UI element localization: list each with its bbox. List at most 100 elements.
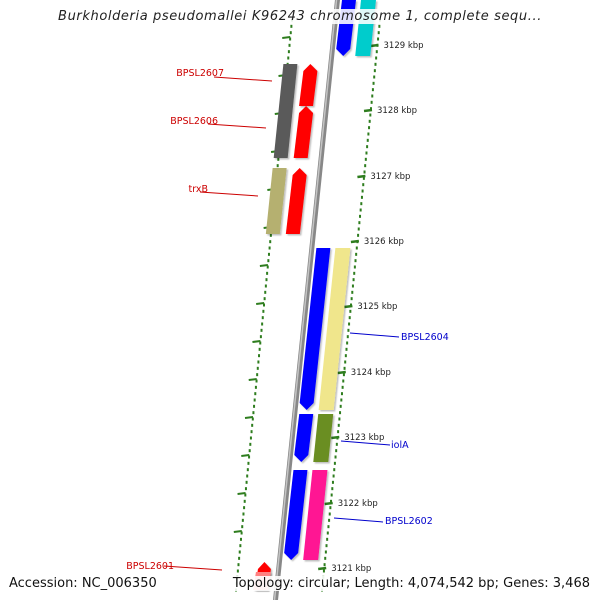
inner-dotted-ring	[254, 392, 257, 396]
inner-dotted-ring	[247, 461, 250, 465]
inner-dotted-ring	[277, 157, 280, 161]
inner-dotted-ring	[241, 525, 244, 529]
outer-dotted-ring	[357, 227, 360, 231]
outer-dotted-ring	[359, 214, 362, 218]
inner-dotted-ring	[236, 569, 239, 573]
outer-dotted-ring	[354, 259, 357, 263]
reverse-gene-leader-line	[333, 517, 384, 523]
reverse-gene-leader-line	[349, 332, 400, 338]
outer-dotted-ring	[351, 290, 354, 294]
inner-dotted-ring	[239, 544, 242, 548]
forward-gene-label[interactable]: BPSL2606	[170, 116, 218, 127]
inner-tick-mark	[282, 36, 291, 39]
inner-dotted-ring	[252, 411, 255, 415]
scale-tick-mark	[357, 174, 366, 179]
scale-tick-mark	[324, 501, 333, 506]
outer-dotted-ring	[326, 537, 329, 541]
accession-label: Accession: NC_006350	[9, 576, 157, 591]
inner-dotted-ring	[245, 480, 248, 484]
forward-gene-cog-block[interactable]	[279, 64, 298, 106]
outer-dotted-ring	[371, 94, 374, 98]
outer-dotted-ring	[346, 341, 349, 345]
outer-dotted-ring	[335, 442, 338, 446]
inner-dotted-ring	[290, 24, 293, 28]
inner-dotted-ring	[249, 442, 252, 446]
outer-dotted-ring	[373, 69, 376, 73]
outer-dotted-ring	[370, 100, 373, 104]
inner-tick-mark	[256, 302, 265, 305]
forward-gene-arrow[interactable]	[299, 64, 318, 106]
inner-dotted-ring	[240, 531, 243, 535]
outer-dotted-ring	[362, 183, 365, 187]
outer-dotted-ring	[368, 126, 371, 130]
inner-dotted-ring	[248, 449, 251, 453]
outer-dotted-ring	[378, 24, 381, 28]
reverse-gene-arrow[interactable]	[294, 414, 314, 462]
reverse-gene-label[interactable]: BPSL2604	[401, 332, 449, 343]
scale-tick-label: 3121 kbp	[331, 564, 371, 574]
outer-dotted-ring	[369, 113, 372, 117]
inner-dotted-ring	[276, 164, 279, 168]
outer-dotted-ring	[343, 366, 346, 370]
reverse-gene-cog-block[interactable]	[313, 414, 334, 462]
outer-dotted-ring	[324, 556, 327, 560]
outer-dotted-ring	[329, 506, 332, 510]
forward-gene-arrow[interactable]	[293, 106, 314, 158]
inner-dotted-ring	[241, 518, 244, 522]
inner-dotted-ring	[287, 50, 290, 54]
scale-tick-mark	[337, 370, 346, 375]
reverse-gene-cog-block[interactable]	[318, 248, 351, 410]
forward-gene-label[interactable]: trxB	[188, 184, 208, 195]
outer-dotted-ring	[364, 157, 367, 161]
forward-gene-cog-block[interactable]	[273, 106, 294, 158]
inner-dotted-ring	[262, 309, 265, 313]
outer-dotted-ring	[331, 487, 334, 491]
outer-dotted-ring	[333, 468, 336, 472]
outer-dotted-ring	[359, 208, 362, 212]
outer-dotted-ring	[369, 107, 372, 111]
outer-dotted-ring	[375, 56, 378, 60]
outer-dotted-ring	[368, 119, 371, 123]
forward-gene-label[interactable]: BPSL2601	[126, 561, 174, 572]
scale-tick-mark	[370, 43, 379, 48]
outer-dotted-ring	[360, 202, 363, 206]
forward-gene-leader-line	[163, 565, 223, 571]
forward-gene-leader-line	[213, 76, 273, 82]
outer-dotted-ring	[337, 423, 340, 427]
outer-dotted-ring	[339, 411, 342, 415]
outer-dotted-ring	[340, 392, 343, 396]
reverse-gene-cog-block[interactable]	[303, 470, 328, 560]
outer-dotted-ring	[342, 379, 345, 383]
reverse-gene-label[interactable]: BPSL2602	[385, 516, 433, 527]
scale-tick-label: 3127 kbp	[370, 172, 410, 182]
inner-dotted-ring	[238, 550, 241, 554]
backbone-line	[273, 0, 340, 600]
outer-dotted-ring	[349, 309, 352, 313]
scale-tick-mark	[363, 108, 373, 113]
inner-dotted-ring	[269, 233, 272, 237]
forward-gene-cog-block[interactable]	[265, 168, 287, 234]
scale-tick-label: 3123 kbp	[344, 433, 384, 443]
outer-dotted-ring	[345, 347, 348, 351]
reverse-gene-label[interactable]: iolA	[391, 440, 409, 451]
outer-dotted-ring	[358, 221, 361, 225]
reverse-gene-leader-line	[340, 440, 391, 446]
reverse-gene-arrow[interactable]	[284, 470, 308, 560]
inner-dotted-ring	[264, 290, 267, 294]
outer-dotted-ring	[351, 284, 354, 288]
inner-dotted-ring	[289, 37, 292, 41]
inner-tick-mark	[248, 378, 257, 381]
outer-dotted-ring	[353, 271, 356, 275]
outer-dotted-ring	[328, 512, 331, 516]
inner-dotted-ring	[259, 335, 262, 339]
outer-dotted-ring	[330, 493, 333, 497]
outer-dotted-ring	[328, 518, 331, 522]
forward-gene-leader-line	[199, 191, 259, 197]
reverse-gene-arrow[interactable]	[299, 248, 331, 410]
outer-dotted-ring	[348, 316, 351, 320]
forward-gene-arrow[interactable]	[285, 168, 307, 234]
outer-dotted-ring	[339, 404, 342, 408]
outer-dotted-ring	[344, 360, 347, 364]
inner-dotted-ring	[249, 436, 252, 440]
forward-gene-label[interactable]: BPSL2607	[176, 68, 224, 79]
